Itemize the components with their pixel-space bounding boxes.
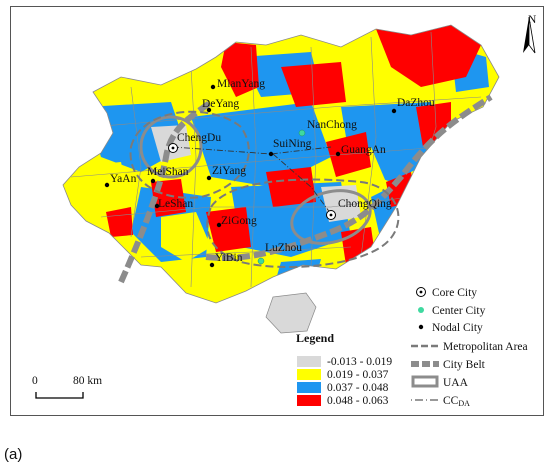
nodal-marker-leshan [154, 203, 160, 209]
city-label: LeShan [158, 198, 193, 210]
nodal-marker-guangan [335, 151, 341, 157]
core-marker-chengdu [168, 143, 178, 153]
legend-swatch [297, 369, 321, 380]
city-label: NanChong [307, 119, 357, 131]
nodal-marker-suining [268, 151, 274, 157]
scale-zero: 0 [32, 375, 38, 387]
legend-symbol-label: Core City [432, 287, 477, 299]
city-label: ChengDu [177, 132, 221, 144]
city-label: DaZhou [397, 97, 435, 109]
legend-symbol-label: UAA [443, 377, 469, 389]
city-label: MeiShan [147, 166, 189, 178]
nodal-marker-zigong [216, 222, 222, 228]
city-belt [118, 94, 493, 284]
legend-class-label: -0.013 - 0.019 [327, 356, 392, 368]
nodal-marker-deyang [206, 107, 212, 113]
scale-end: 80 km [73, 375, 102, 387]
map-canvas: MianYang DeYang ChengDu NanChong SuiNing… [32, 14, 537, 408]
legend-swatch [297, 356, 321, 367]
legend-symbol-label: Nodal City [432, 322, 483, 334]
legend-symbol-label: Metropolitan Area [443, 341, 528, 353]
legend-title: Legend [296, 331, 334, 345]
city-label: DeYang [202, 98, 239, 110]
map-frame: MianYang DeYang ChengDu NanChong SuiNing… [10, 6, 544, 416]
city-label: YiBin [215, 252, 243, 264]
city-label: LuZhou [265, 242, 302, 254]
legend-class-label: 0.037 - 0.048 [327, 382, 389, 394]
legend-class-label: 0.048 - 0.063 [327, 395, 389, 407]
core-marker-chongqing [326, 210, 336, 220]
center-marker-luzhou [257, 257, 265, 265]
city-label: ZiYang [212, 165, 246, 177]
nodal-marker-ziyang [206, 175, 212, 181]
city-labels: MianYang DeYang ChengDu NanChong SuiNing… [110, 78, 435, 264]
figure-caption: (a) [4, 446, 23, 463]
city-label: MianYang [217, 78, 265, 90]
scale-bar: 0 80 km [32, 375, 102, 399]
nodal-marker-yibin [209, 262, 215, 268]
legend-nodal-icon [418, 324, 424, 330]
legend-swatch [297, 382, 321, 393]
nodal-marker-meishan [150, 178, 156, 184]
legend-core-icon [416, 287, 426, 297]
nodal-marker-dazhou [391, 108, 397, 114]
legend-uaa-icon [411, 375, 439, 388]
city-markers [104, 84, 397, 268]
north-arrow-icon: N [523, 14, 537, 54]
metropolitan-areas [129, 110, 400, 268]
nodal-marker-yaan [104, 182, 110, 188]
city-label: GuangAn [341, 144, 386, 156]
city-label: ZiGong [221, 215, 257, 227]
cc-da-lines [172, 146, 332, 215]
legend: Legend -0.013 - 0.019 0.019 - 0.037 0.03… [296, 287, 528, 408]
uaa-outlines [139, 115, 372, 245]
legend-center-icon [418, 307, 424, 313]
center-marker-nanchong [298, 129, 306, 137]
legend-swatch [297, 395, 321, 406]
city-label: YaAn [110, 173, 137, 185]
city-label: ChongQing [338, 198, 392, 210]
legend-symbol-label: Center City [432, 305, 486, 317]
legend-class-label: 0.019 - 0.037 [327, 369, 389, 381]
city-label: SuiNing [273, 138, 312, 150]
legend-symbol-label: CCDA [443, 395, 470, 408]
north-label: N [528, 14, 537, 26]
nodal-marker-mianyang [210, 84, 216, 90]
legend-symbol-label: City Belt [443, 359, 486, 371]
